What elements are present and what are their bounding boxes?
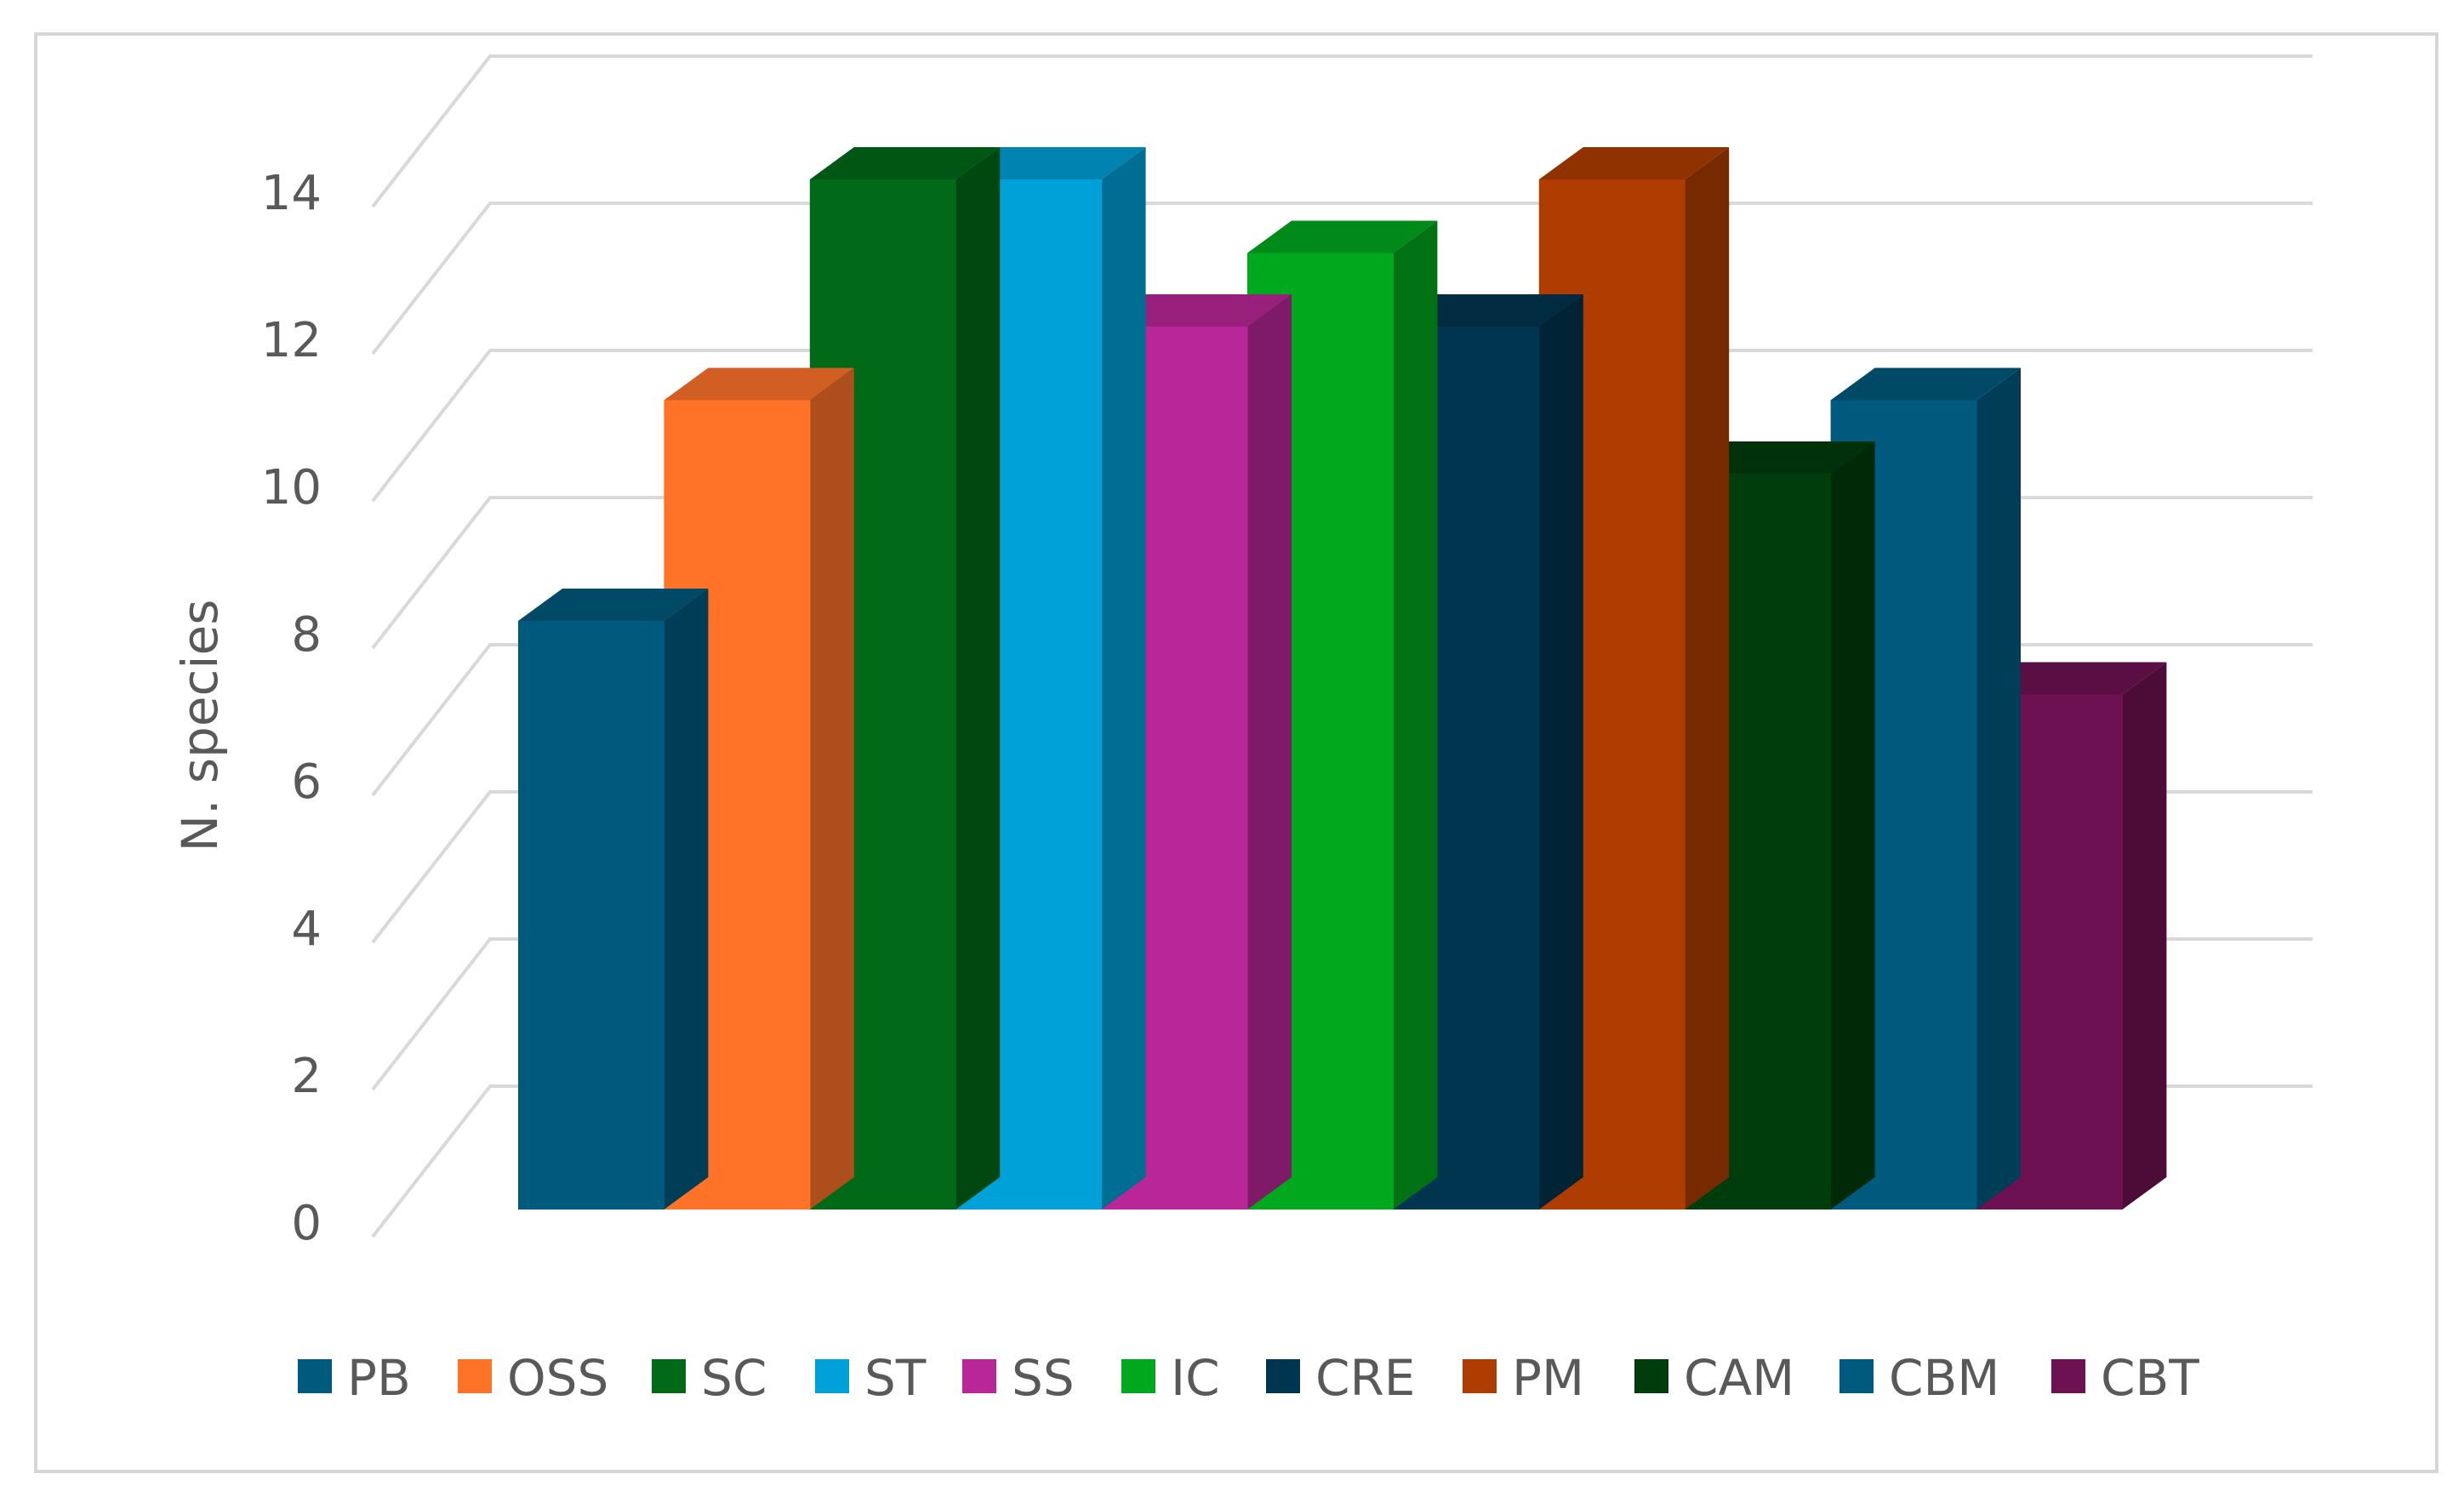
legend-label: CRE — [1315, 1349, 1415, 1407]
legend-swatch — [1634, 1359, 1668, 1393]
bar-side-face — [664, 589, 709, 1210]
bar-top-face — [1685, 441, 1875, 474]
y-tick-label: 10 — [261, 460, 322, 515]
y-tick-label: 8 — [291, 607, 322, 663]
bar-top-face — [1976, 662, 2167, 695]
y-tick-label: 6 — [291, 754, 322, 810]
bars — [518, 147, 2167, 1210]
legend-item-pb: PB — [298, 1349, 411, 1407]
bar-top-face — [955, 147, 1146, 179]
bar-top-face — [1247, 220, 1438, 253]
legend-label: ST — [864, 1349, 927, 1407]
legend-item-cam: CAM — [1634, 1349, 1794, 1407]
legend-label: PB — [347, 1349, 411, 1407]
y-tick-label: 0 — [291, 1196, 322, 1251]
legend-label: PM — [1512, 1349, 1584, 1407]
legend-label: IC — [1171, 1349, 1220, 1407]
bar-top-face — [664, 367, 854, 401]
legend-label: SC — [701, 1349, 767, 1407]
legend-label: CBM — [1889, 1349, 1999, 1407]
legend-item-ic: IC — [1121, 1349, 1220, 1407]
legend-swatch — [1463, 1359, 1497, 1393]
bar-side-face — [1393, 220, 1438, 1210]
bar-top-face — [1830, 367, 2021, 401]
y-tick-label: 2 — [291, 1049, 322, 1104]
legend-label: OSS — [507, 1349, 608, 1407]
legend-label: SS — [1012, 1349, 1075, 1407]
legend-item-sc: SC — [652, 1349, 767, 1407]
legend-item-cbt: CBT — [2051, 1349, 2199, 1407]
legend-item-ss: SS — [962, 1349, 1075, 1407]
bar-side-face — [1976, 367, 2021, 1210]
bar-top-face — [1101, 294, 1292, 327]
bar-side-face — [1538, 294, 1583, 1210]
bar-side-face — [1101, 147, 1146, 1210]
legend-item-st: ST — [815, 1349, 927, 1407]
legend-swatch — [2051, 1359, 2085, 1393]
legend: PB OSS SC ST SS IC CRE PM CAM CBM CBT — [298, 1349, 2199, 1407]
legend-item-oss: OSS — [458, 1349, 608, 1407]
bar-pb — [518, 589, 709, 1210]
bar-front-face — [518, 621, 664, 1210]
legend-label: CAM — [1684, 1349, 1794, 1407]
legend-swatch — [458, 1359, 492, 1393]
bar-side-face — [1830, 441, 1875, 1210]
y-tick-label: 12 — [261, 313, 322, 368]
legend-swatch — [1266, 1359, 1300, 1393]
bar-side-face — [2122, 662, 2167, 1210]
legend-label: CBT — [2101, 1349, 2199, 1407]
y-axis-label: N. species — [171, 600, 229, 852]
legend-item-cbm: CBM — [1839, 1349, 1999, 1407]
bar-top-face — [1538, 147, 1730, 179]
y-tick-label: 14 — [261, 166, 322, 221]
legend-item-cre: CRE — [1266, 1349, 1415, 1407]
bar-top-face — [518, 589, 709, 621]
legend-swatch — [298, 1359, 332, 1393]
legend-swatch — [815, 1359, 849, 1393]
bar-top-face — [1393, 294, 1583, 327]
legend-swatch — [962, 1359, 996, 1393]
bar-side-face — [955, 147, 1001, 1210]
gridline — [371, 54, 2313, 208]
legend-swatch — [1121, 1359, 1155, 1393]
y-axis-ticks: 0 2 4 6 8 10 12 14 — [261, 166, 322, 1251]
bar-side-face — [1247, 294, 1292, 1210]
legend-swatch — [1839, 1359, 1874, 1393]
legend-swatch — [652, 1359, 686, 1393]
legend-item-pm: PM — [1463, 1349, 1584, 1407]
bar-side-face — [809, 367, 854, 1210]
bar-top-face — [809, 147, 1001, 179]
bar-side-face — [1685, 147, 1730, 1210]
y-tick-label: 4 — [291, 902, 322, 957]
